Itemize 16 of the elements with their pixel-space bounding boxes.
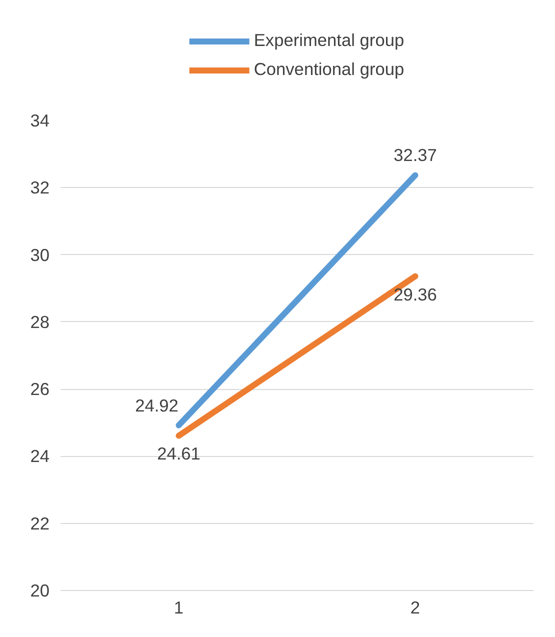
y-tick-label: 22 bbox=[30, 513, 50, 534]
y-tick-label: 34 bbox=[30, 110, 50, 130]
data-label: 32.37 bbox=[394, 145, 437, 166]
data-label: 24.92 bbox=[135, 395, 178, 416]
y-tick-label: 24 bbox=[30, 446, 50, 466]
x-tick-label: 2 bbox=[410, 598, 420, 618]
x-tick-label: 1 bbox=[174, 598, 184, 618]
data-label: 29.36 bbox=[394, 284, 437, 304]
y-tick-label: 26 bbox=[30, 379, 50, 400]
legend-label: Experimental group bbox=[254, 30, 404, 51]
data-label: 24.61 bbox=[157, 444, 200, 464]
legend-label: Conventional group bbox=[254, 59, 404, 80]
y-tick-label: 32 bbox=[30, 178, 50, 198]
y-tick-label: 30 bbox=[30, 244, 50, 265]
y-tick-label: 28 bbox=[30, 312, 50, 332]
y-tick-label: 20 bbox=[30, 580, 50, 600]
